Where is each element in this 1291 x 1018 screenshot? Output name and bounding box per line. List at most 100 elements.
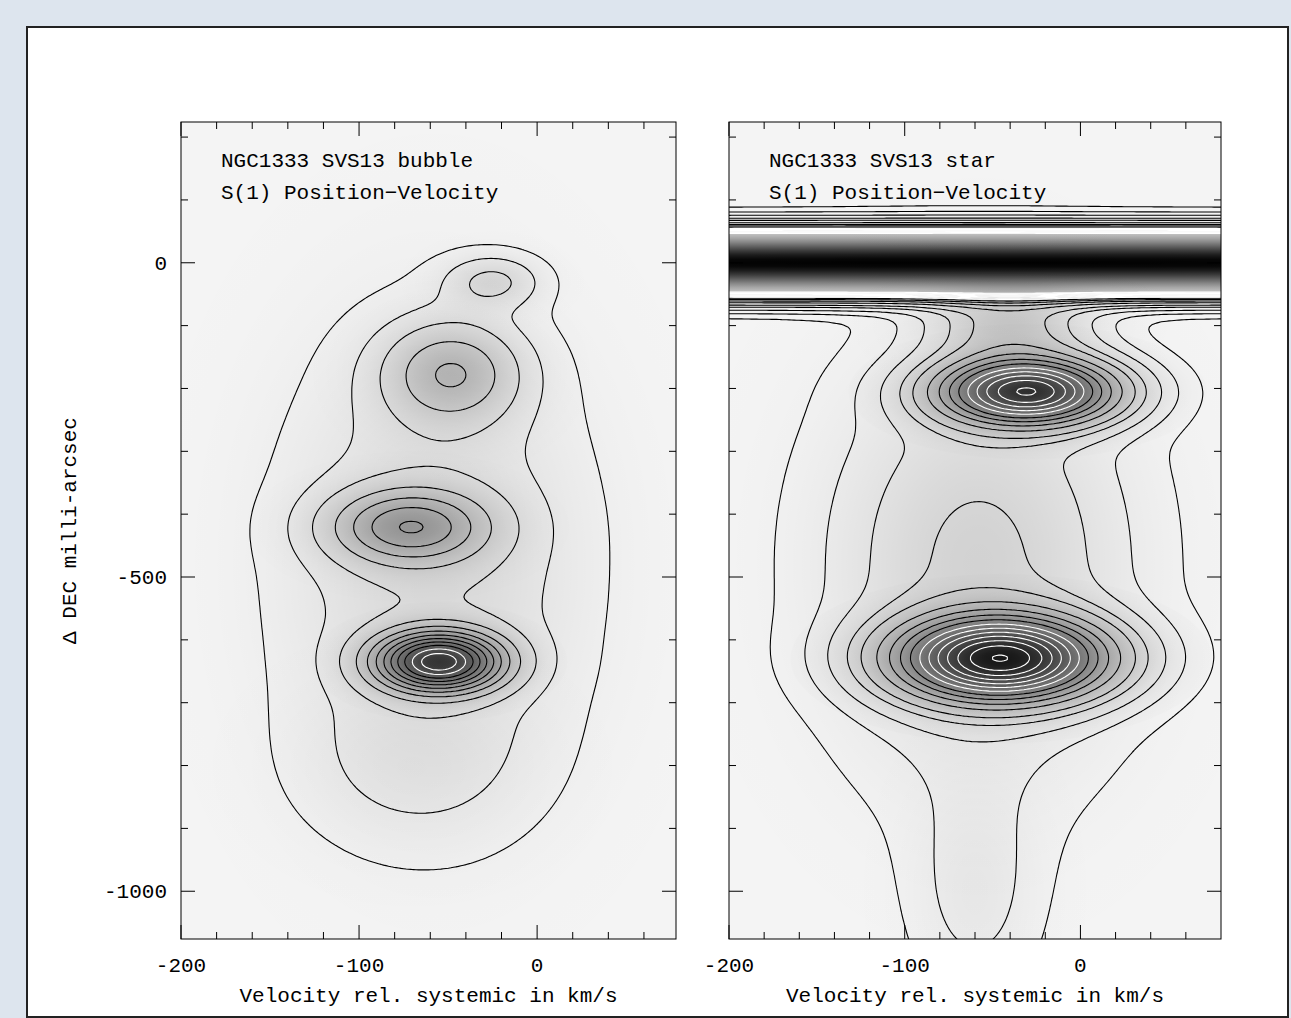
tick xyxy=(501,122,502,129)
tick xyxy=(1214,765,1221,766)
tick xyxy=(181,388,188,389)
tick xyxy=(1214,199,1221,200)
y-tick-label: -1000 xyxy=(104,881,167,904)
tick xyxy=(669,765,676,766)
tick xyxy=(1010,122,1011,129)
tick xyxy=(181,925,182,939)
contour-line xyxy=(422,654,457,671)
x-tick-label: -200 xyxy=(156,955,206,978)
x-tick-label: -100 xyxy=(334,955,384,978)
panel-title: NGC1333 SVS13 bubble xyxy=(221,150,473,173)
tick xyxy=(1115,122,1116,129)
tick xyxy=(669,325,676,326)
x-axis-title: Velocity rel. systemic in km/s xyxy=(239,985,617,1008)
x-tick-label: -100 xyxy=(880,955,930,978)
tick xyxy=(181,765,188,766)
contour-line xyxy=(405,645,473,678)
contour-line xyxy=(729,231,1221,680)
emission-component xyxy=(843,665,1107,939)
tick xyxy=(501,932,502,939)
tick xyxy=(1214,514,1221,515)
tick xyxy=(1207,577,1221,578)
contour-line xyxy=(354,364,510,697)
contour-line xyxy=(729,211,1221,939)
tick xyxy=(729,925,730,939)
contour-line xyxy=(335,342,520,704)
tick xyxy=(729,451,736,452)
emission-component xyxy=(181,122,676,939)
tick xyxy=(1150,122,1151,129)
tick xyxy=(181,577,195,578)
tick xyxy=(1010,932,1011,939)
tick xyxy=(1045,122,1046,129)
tick xyxy=(669,639,676,640)
tick xyxy=(430,122,431,129)
contour-line xyxy=(412,649,465,675)
tick xyxy=(834,122,835,129)
tick xyxy=(394,122,395,129)
tick xyxy=(1214,325,1221,326)
x-tick-label: 0 xyxy=(1074,955,1087,978)
tick xyxy=(662,577,676,578)
contour-line xyxy=(729,218,1221,725)
plot-marks xyxy=(729,169,1221,939)
tick xyxy=(643,122,644,129)
x-axis-title: Velocity rel. systemic in km/s xyxy=(786,985,1164,1008)
contour-line xyxy=(250,245,610,870)
contour-line xyxy=(729,227,1221,695)
tick xyxy=(1214,451,1221,452)
contour-line xyxy=(729,224,1221,704)
tick xyxy=(216,122,217,129)
tick xyxy=(834,932,835,939)
tick xyxy=(669,702,676,703)
contour-line xyxy=(313,272,537,719)
tick xyxy=(975,122,976,129)
panel-subtitle: S(1) Position−Velocity xyxy=(769,182,1046,205)
tick xyxy=(669,451,676,452)
panel: -200-1000NGC1333 SVS13 starS(1) Position… xyxy=(0,122,1291,1018)
tick xyxy=(465,932,466,939)
tick xyxy=(729,262,743,263)
tick xyxy=(252,122,253,129)
emission-component xyxy=(181,596,653,935)
tick xyxy=(729,891,743,892)
panel: -200-10000-500-1000NGC1333 SVS13 bubbleS… xyxy=(59,112,728,1017)
tick xyxy=(608,932,609,939)
tick xyxy=(729,639,736,640)
tick xyxy=(799,122,800,129)
tick xyxy=(181,199,188,200)
y-axis-title: Δ DEC milli-arcsec xyxy=(59,417,82,644)
y-tick-label: 0 xyxy=(154,253,167,276)
tick xyxy=(869,122,870,129)
tick xyxy=(181,325,188,326)
figure: -200-10000-500-1000NGC1333 SVS13 bubbleS… xyxy=(0,0,1291,1018)
tick xyxy=(181,702,188,703)
tick xyxy=(729,388,736,389)
tick xyxy=(1185,932,1186,939)
tick xyxy=(252,932,253,939)
tick xyxy=(729,514,736,515)
contour-line xyxy=(729,229,1221,687)
tick xyxy=(669,199,676,200)
tick xyxy=(662,891,676,892)
tick xyxy=(359,122,360,136)
tick xyxy=(1214,388,1221,389)
tick xyxy=(1080,925,1081,939)
tick xyxy=(764,932,765,939)
tick xyxy=(181,828,188,829)
tick xyxy=(1080,122,1081,136)
panel-title: NGC1333 SVS13 star xyxy=(769,150,996,173)
contour-line xyxy=(729,233,1221,671)
tick xyxy=(939,122,940,129)
tick xyxy=(729,199,736,200)
contour-line xyxy=(398,642,480,682)
tick xyxy=(181,891,195,892)
tick xyxy=(1150,932,1151,939)
contour-line xyxy=(288,258,557,813)
tick xyxy=(764,122,765,129)
contour-line xyxy=(729,206,1221,939)
contour-line xyxy=(729,228,1221,691)
tick xyxy=(359,925,360,939)
tick xyxy=(1185,122,1186,129)
tick xyxy=(904,925,905,939)
